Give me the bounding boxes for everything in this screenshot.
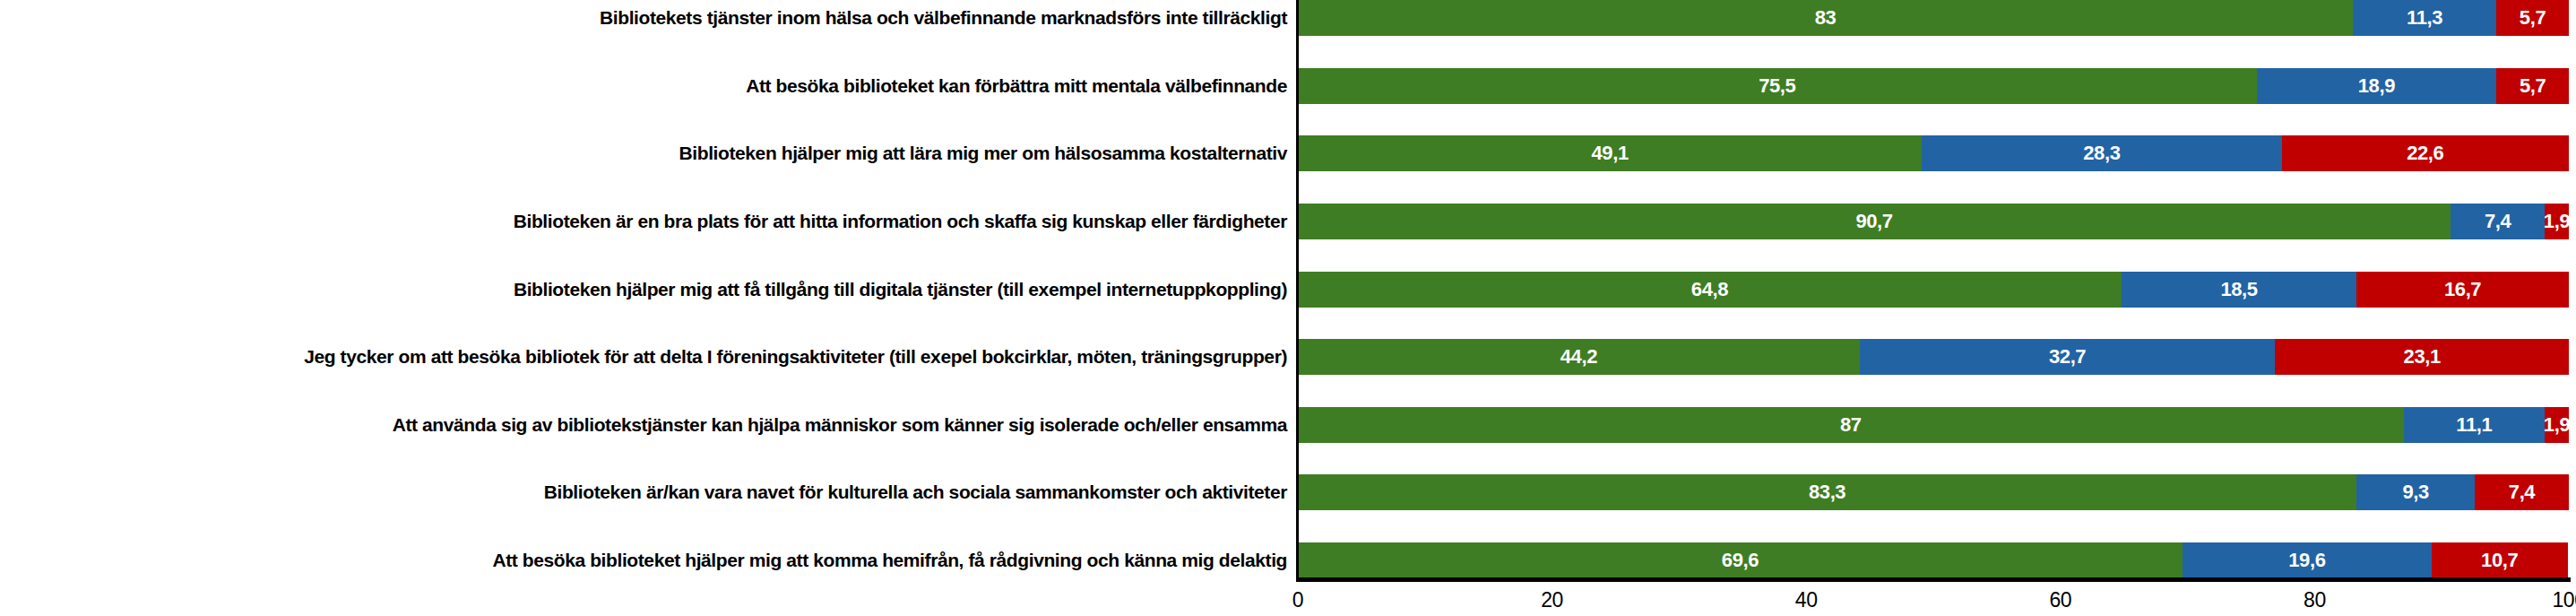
segment-value-label: 16,7	[2444, 278, 2481, 301]
bar-segment-green: 44,2	[1298, 339, 1860, 375]
bar-segment-blue: 11,3	[2353, 0, 2496, 36]
table-row: Bibliotekets tjänster inom hälsa och väl…	[0, 0, 2576, 36]
bar-segment-green: 49,1	[1298, 135, 1922, 171]
bar-segment-blue: 32,7	[1860, 339, 2276, 375]
x-axis-tick-label: 40	[1795, 588, 1818, 612]
bar-track: 44,2 32,7 23,1	[1298, 339, 2569, 375]
bar-rows: Bibliotekets tjänster inom hälsa och väl…	[0, 0, 2576, 578]
bar-segment-blue: 9,3	[2356, 474, 2475, 510]
segment-value-label: 69,6	[1722, 549, 1759, 572]
segment-value-label: 23,1	[2404, 345, 2441, 369]
segment-value-label: 7,4	[2485, 210, 2511, 233]
bar-segment-blue: 11,1	[2404, 407, 2545, 443]
segment-value-label: 22,6	[2407, 142, 2443, 165]
x-axis-tick-label: 60	[2049, 588, 2071, 612]
category-label: Att besöka biblioteket kan förbättra mit…	[0, 68, 1298, 104]
category-label: Biblioteken hjälper mig att lära mig mer…	[0, 135, 1298, 171]
bar-segment-blue: 18,9	[2257, 68, 2497, 104]
bar-segment-red: 1,9	[2545, 407, 2569, 443]
segment-value-label: 10,7	[2481, 549, 2518, 572]
bar-track: 90,7 7,4 1,9	[1298, 204, 2569, 239]
bar-segment-green: 90,7	[1298, 204, 2451, 239]
bar-track: 83 11,3 5,7	[1298, 0, 2569, 36]
segment-value-label: 87	[1840, 413, 1862, 437]
category-label: Biblioteken hjälper mig att få tillgång …	[0, 272, 1298, 308]
segment-value-label: 64,8	[1691, 278, 1728, 301]
bar-segment-green: 75,5	[1298, 68, 2257, 104]
table-row: Jeg tycker om att besöka bibliotek för a…	[0, 339, 2576, 375]
bar-segment-green: 83,3	[1298, 474, 2356, 510]
table-row: Att besöka biblioteket kan förbättra mit…	[0, 68, 2576, 104]
segment-value-label: 5,7	[2520, 6, 2546, 30]
segment-value-label: 75,5	[1759, 74, 1795, 98]
table-row: Biblioteken är/kan vara navet för kultur…	[0, 474, 2576, 510]
segment-value-label: 49,1	[1592, 142, 1629, 165]
bar-segment-red: 1,9	[2545, 204, 2569, 239]
segment-value-label: 83,3	[1809, 481, 1846, 504]
segment-value-label: 11,1	[2456, 413, 2492, 437]
category-label: Bibliotekets tjänster inom hälsa och väl…	[0, 0, 1298, 36]
segment-value-label: 1,9	[2544, 210, 2570, 233]
bar-segment-red: 23,1	[2275, 339, 2569, 375]
bar-segment-green: 64,8	[1298, 272, 2122, 308]
bar-track: 64,8 18,5 16,7	[1298, 272, 2569, 308]
segment-value-label: 44,2	[1560, 345, 1597, 369]
x-axis-tick-label: 20	[1541, 588, 1563, 612]
segment-value-label: 28,3	[2083, 142, 2120, 165]
segment-value-label: 32,7	[2049, 345, 2086, 369]
bar-track: 69,6 19,6 10,7	[1298, 542, 2569, 578]
bar-segment-blue: 7,4	[2451, 204, 2545, 239]
table-row: Biblioteken hjälper mig att lära mig mer…	[0, 135, 2576, 171]
category-label: Att besöka biblioteket hjälper mig att k…	[0, 542, 1298, 578]
bar-segment-blue: 18,5	[2122, 272, 2356, 308]
bar-segment-red: 7,4	[2475, 474, 2569, 510]
segment-value-label: 1,9	[2544, 413, 2570, 437]
segment-value-label: 18,5	[2220, 278, 2257, 301]
bar-segment-green: 83	[1298, 0, 2353, 36]
segment-value-label: 5,7	[2520, 74, 2546, 98]
bar-track: 83,3 9,3 7,4	[1298, 474, 2569, 510]
category-label: Jeg tycker om att besöka bibliotek för a…	[0, 339, 1298, 375]
bar-segment-red: 10,7	[2432, 542, 2568, 578]
bar-segment-blue: 28,3	[1922, 135, 2281, 171]
bar-segment-green: 87	[1298, 407, 2404, 443]
x-axis-tick-label: 0	[1292, 588, 1303, 612]
table-row: Att använda sig av bibliotekstjänster ka…	[0, 407, 2576, 443]
x-axis-line	[1296, 577, 2571, 582]
segment-value-label: 11,3	[2407, 6, 2442, 30]
x-axis-tick-label: 80	[2304, 588, 2326, 612]
table-row: Biblioteken är en bra plats för att hitt…	[0, 204, 2576, 239]
bar-segment-red: 5,7	[2496, 0, 2569, 36]
segment-value-label: 90,7	[1855, 210, 1892, 233]
bar-segment-red: 22,6	[2282, 135, 2569, 171]
x-axis-tick-label: 100	[2552, 588, 2576, 612]
stacked-bar-chart: Bibliotekets tjänster inom hälsa och väl…	[0, 0, 2576, 616]
category-label: Biblioteken är en bra plats för att hitt…	[0, 204, 1298, 239]
table-row: Biblioteken hjälper mig att få tillgång …	[0, 272, 2576, 308]
bar-segment-red: 16,7	[2356, 272, 2569, 308]
segment-value-label: 18,9	[2358, 74, 2395, 98]
bar-track: 49,1 28,3 22,6	[1298, 135, 2569, 171]
bar-track: 75,5 18,9 5,7	[1298, 68, 2569, 104]
segment-value-label: 7,4	[2509, 481, 2535, 504]
bar-track: 87 11,1 1,9	[1298, 407, 2569, 443]
bar-segment-blue: 19,6	[2183, 542, 2432, 578]
bar-segment-green: 69,6	[1298, 542, 2183, 578]
y-axis-line	[1296, 0, 1299, 578]
segment-value-label: 9,3	[2402, 481, 2428, 504]
table-row: Att besöka biblioteket hjälper mig att k…	[0, 542, 2576, 578]
category-label: Biblioteken är/kan vara navet för kultur…	[0, 474, 1298, 510]
segment-value-label: 83	[1815, 6, 1837, 30]
category-label: Att använda sig av bibliotekstjänster ka…	[0, 407, 1298, 443]
bar-segment-red: 5,7	[2496, 68, 2569, 104]
segment-value-label: 19,6	[2288, 549, 2325, 572]
